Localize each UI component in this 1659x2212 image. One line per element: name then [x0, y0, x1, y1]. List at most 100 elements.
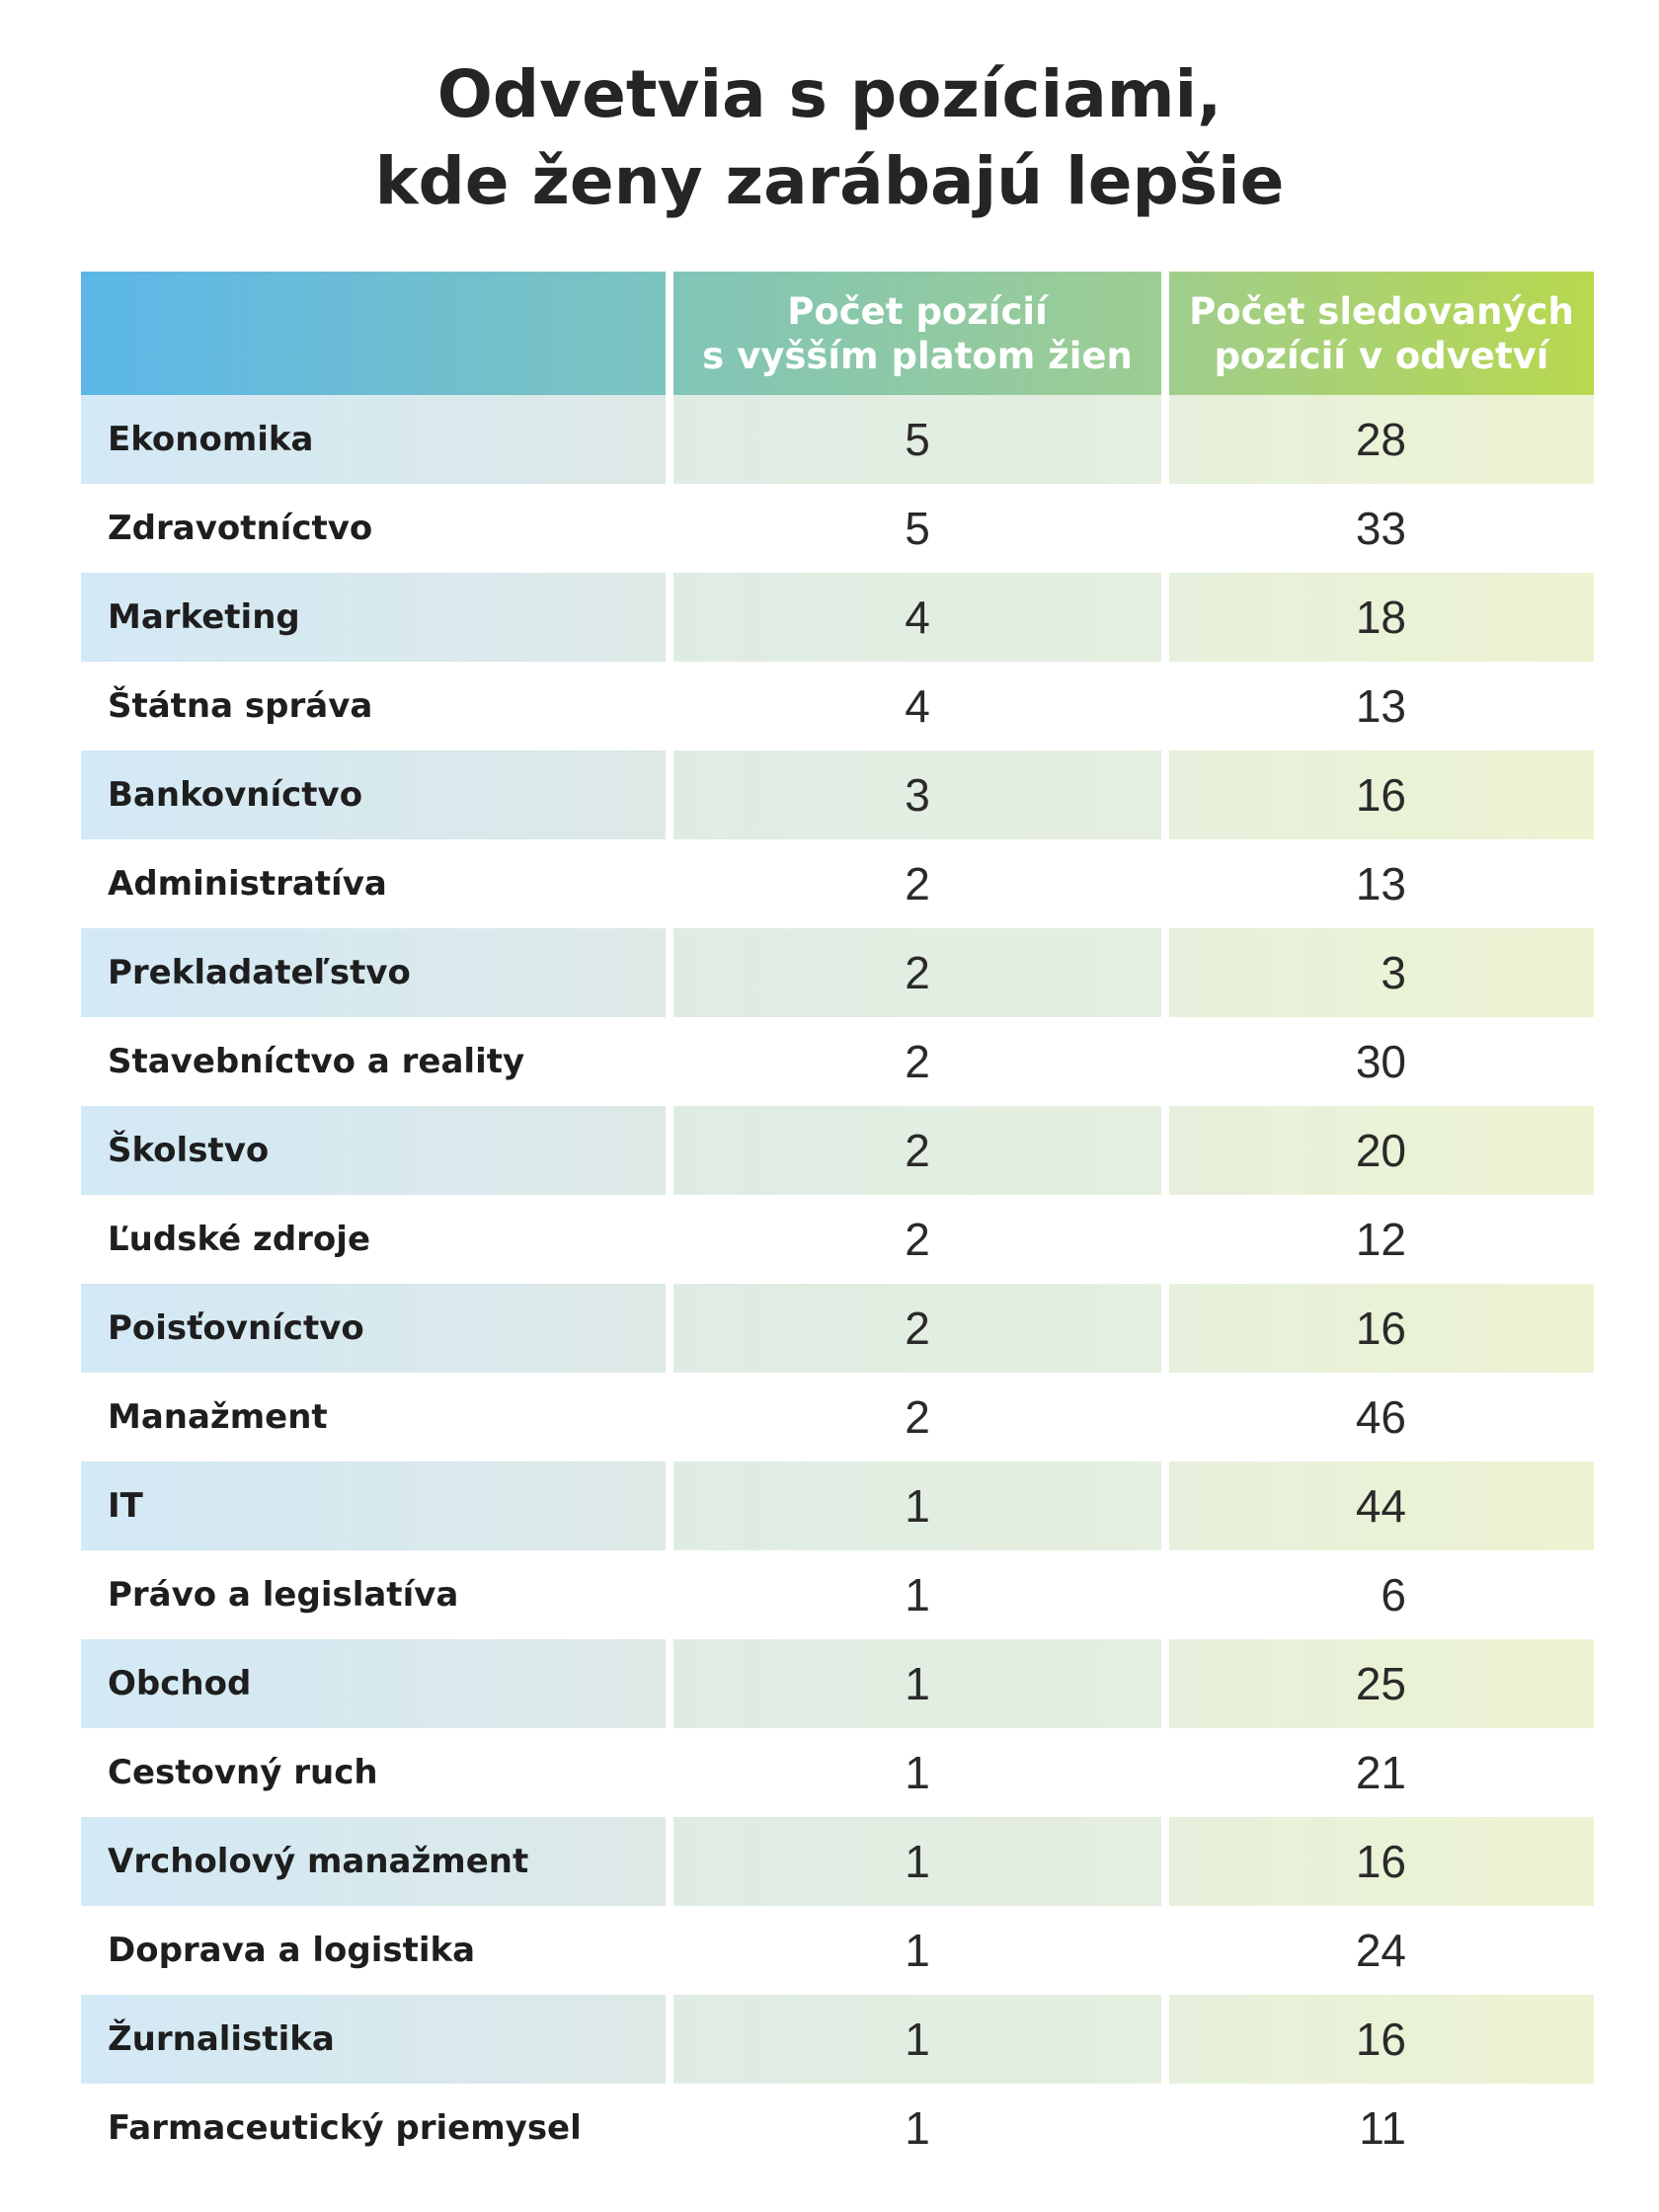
industry-label: Školstvo: [108, 1131, 270, 1170]
table-row: Farmaceutický priemysel 1 11: [81, 2084, 1594, 2172]
total-positions-count: 18: [1355, 592, 1406, 643]
table-row: Marketing 4 18: [81, 573, 1594, 662]
table-row: Administratíva 2 13: [81, 839, 1594, 928]
header-higher-line-1: Počet pozícií: [787, 289, 1048, 333]
industry-label: Ľudské zdroje: [108, 1220, 371, 1259]
total-positions-count: 6: [1381, 1569, 1406, 1620]
higher-pay-count-cell: 1: [673, 1550, 1161, 1639]
header-total-line-2: pozícií v odvetví: [1214, 334, 1549, 377]
total-positions-cell: 30: [1169, 1017, 1594, 1106]
industry-cell: Cestovný ruch: [81, 1728, 666, 1817]
total-positions-cell: 25: [1169, 1639, 1594, 1728]
total-positions-cell: 28: [1169, 395, 1594, 484]
total-positions-count: 16: [1355, 1303, 1406, 1354]
total-positions-cell: 21: [1169, 1728, 1594, 1817]
industry-cell: Vrcholový manažment: [81, 1817, 666, 1906]
higher-pay-count-cell: 4: [673, 573, 1161, 662]
industry-cell: Štátna správa: [81, 662, 666, 750]
table-header-row: Počet pozícií s vyšším platom žien Počet…: [81, 272, 1594, 395]
total-positions-count: 21: [1355, 1747, 1406, 1798]
industry-cell: Prekladateľstvo: [81, 928, 666, 1017]
total-positions-count: 16: [1355, 2014, 1406, 2065]
total-positions-count: 25: [1355, 1658, 1406, 1709]
table-row: Poisťovníctvo 2 16: [81, 1284, 1594, 1373]
higher-pay-count: 1: [905, 1747, 930, 1798]
industry-cell: Žurnalistika: [81, 1995, 666, 2084]
total-positions-cell: 24: [1169, 1906, 1594, 1995]
industry-label: Manažment: [108, 1397, 328, 1437]
industry-cell: Obchod: [81, 1639, 666, 1728]
industry-cell: Bankovníctvo: [81, 750, 666, 839]
industry-label: Právo a legislatíva: [108, 1575, 459, 1615]
total-positions-cell: 11: [1169, 2084, 1594, 2172]
table-row: Prekladateľstvo 2 3: [81, 928, 1594, 1017]
industry-cell: IT: [81, 1462, 666, 1550]
industry-label: Zdravotníctvo: [108, 509, 373, 548]
industry-cell: Poisťovníctvo: [81, 1284, 666, 1373]
industry-cell: Doprava a logistika: [81, 1906, 666, 1995]
total-positions-cell: 16: [1169, 1284, 1594, 1373]
industry-cell: Farmaceutický priemysel: [81, 2084, 666, 2172]
total-positions-cell: 16: [1169, 1995, 1594, 2084]
industry-label: Administratíva: [108, 864, 387, 904]
higher-pay-count: 4: [905, 680, 930, 732]
total-positions-cell: 13: [1169, 839, 1594, 928]
industry-cell: Ľudské zdroje: [81, 1195, 666, 1284]
higher-pay-count: 2: [905, 858, 930, 909]
total-positions-count: 44: [1355, 1480, 1406, 1532]
industry-cell: Administratíva: [81, 839, 666, 928]
higher-pay-count-cell: 1: [673, 1906, 1161, 1995]
total-positions-count: 33: [1355, 503, 1406, 554]
higher-pay-count: 4: [905, 592, 930, 643]
higher-pay-count: 2: [905, 1214, 930, 1265]
higher-pay-count-cell: 2: [673, 1195, 1161, 1284]
table-row: Právo a legislatíva 1 6: [81, 1550, 1594, 1639]
total-positions-count: 13: [1355, 858, 1406, 909]
higher-pay-count: 1: [905, 1569, 930, 1620]
header-higher-line-2: s vyšším platom žien: [702, 334, 1133, 377]
industry-label: Štátna správa: [108, 686, 373, 726]
table-row: Žurnalistika 1 16: [81, 1995, 1594, 2084]
industry-label: Farmaceutický priemysel: [108, 2108, 582, 2148]
table-row: Ľudské zdroje 2 12: [81, 1195, 1594, 1284]
higher-pay-count-cell: 5: [673, 484, 1161, 573]
title-line-2: kde ženy zarábajú lepšie: [374, 143, 1285, 219]
industry-label: Vrcholový manažment: [108, 1842, 529, 1881]
industry-cell: Ekonomika: [81, 395, 666, 484]
higher-pay-count-cell: 1: [673, 1639, 1161, 1728]
higher-pay-count-cell: 1: [673, 1728, 1161, 1817]
higher-pay-count: 2: [905, 1303, 930, 1354]
header-cell-higher-pay: Počet pozícií s vyšším platom žien: [673, 272, 1161, 395]
total-positions-count: 16: [1355, 769, 1406, 821]
table-row: Školstvo 2 20: [81, 1106, 1594, 1195]
total-positions-cell: 12: [1169, 1195, 1594, 1284]
higher-pay-count: 5: [905, 503, 930, 554]
table-row: Stavebníctvo a reality 2 30: [81, 1017, 1594, 1106]
table-row: Štátna správa 4 13: [81, 662, 1594, 750]
header-cell-industry: [81, 272, 666, 395]
industry-cell: Právo a legislatíva: [81, 1550, 666, 1639]
table-row: Manažment 2 46: [81, 1373, 1594, 1462]
industry-label: Ekonomika: [108, 420, 314, 459]
total-positions-count: 11: [1359, 2102, 1406, 2154]
industry-label: Cestovný ruch: [108, 1753, 378, 1792]
table-row: Vrcholový manažment 1 16: [81, 1817, 1594, 1906]
total-positions-cell: 20: [1169, 1106, 1594, 1195]
industry-label: Bankovníctvo: [108, 775, 363, 815]
total-positions-cell: 13: [1169, 662, 1594, 750]
industry-cell: Marketing: [81, 573, 666, 662]
industry-cell: Zdravotníctvo: [81, 484, 666, 573]
higher-pay-count: 5: [905, 414, 930, 465]
higher-pay-count-cell: 2: [673, 928, 1161, 1017]
higher-pay-count-cell: 4: [673, 662, 1161, 750]
industry-label: Doprava a logistika: [108, 1931, 476, 1970]
higher-pay-count: 1: [905, 1836, 930, 1887]
header-total-line-1: Počet sledovaných: [1189, 289, 1574, 333]
higher-pay-count: 1: [905, 1658, 930, 1709]
industry-label: IT: [108, 1486, 143, 1526]
higher-pay-count: 1: [905, 1925, 930, 1976]
industry-label: Prekladateľstvo: [108, 953, 411, 992]
higher-pay-count: 2: [905, 1036, 930, 1087]
higher-pay-count-cell: 1: [673, 1462, 1161, 1550]
